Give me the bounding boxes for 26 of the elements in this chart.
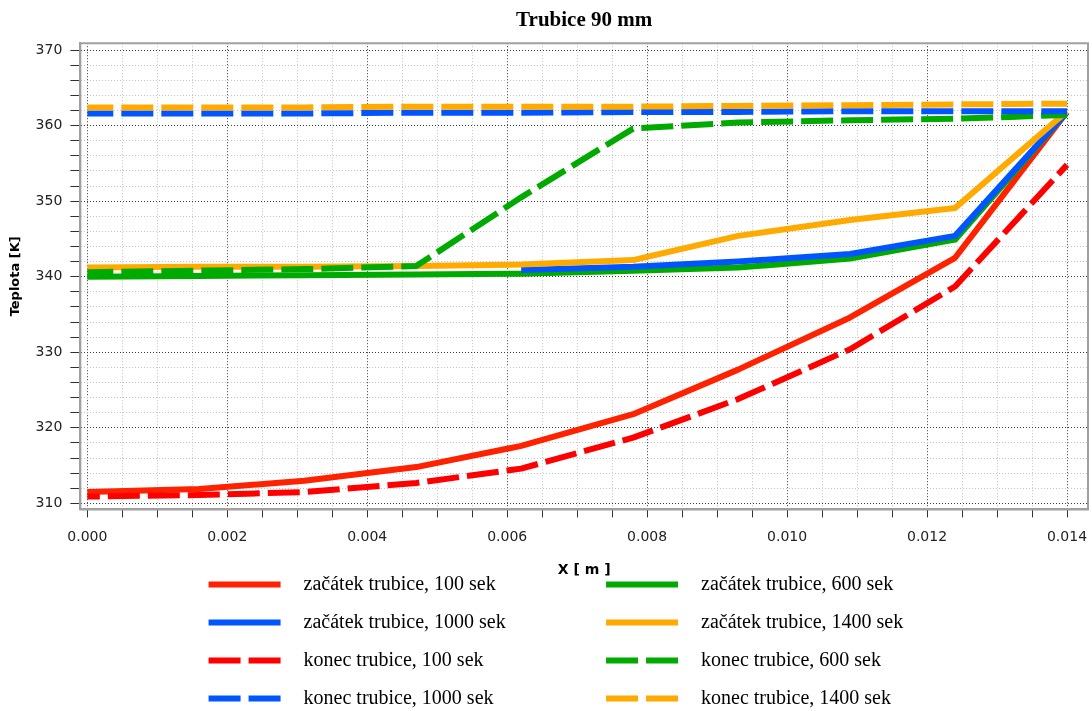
y-tick-label: 330 [35, 342, 63, 359]
legend-label: konec trubice, 1000 sek [303, 685, 494, 708]
y-axis-title: Teplota [K] [7, 236, 23, 317]
legend-label: začátek trubice, 600 sek [701, 571, 894, 594]
x-tick-label: 0.010 [767, 528, 808, 545]
legend-label: začátek trubice, 1000 sek [303, 609, 506, 632]
x-tick-label: 0.000 [67, 528, 108, 545]
legend-label: konec trubice, 100 sek [303, 647, 484, 670]
chart-title: Trubice 90 mm [516, 7, 653, 32]
x-axis-title: X [ m ] [557, 561, 611, 578]
y-tick-label: 320 [35, 418, 63, 435]
y-tick-label: 370 [35, 40, 63, 57]
x-tick-label: 0.012 [907, 528, 948, 545]
x-tick-label: 0.004 [347, 528, 388, 545]
y-tick-label: 350 [35, 191, 63, 208]
x-tick-label: 0.014 [1046, 528, 1088, 545]
legend-label: začátek trubice, 1400 sek [701, 609, 904, 632]
y-tick-label: 360 [35, 116, 63, 133]
x-tick-label: 0.006 [487, 528, 528, 545]
y-tick-label: 310 [35, 494, 63, 510]
legend-label: konec trubice, 1400 sek [701, 685, 892, 708]
x-tick-label: 0.008 [627, 528, 668, 545]
legend-label: konec trubice, 600 sek [701, 647, 882, 670]
legend-label: začátek trubice, 100 sek [303, 571, 496, 594]
y-tick-label: 340 [35, 267, 63, 284]
x-tick-label: 0.002 [207, 528, 248, 545]
